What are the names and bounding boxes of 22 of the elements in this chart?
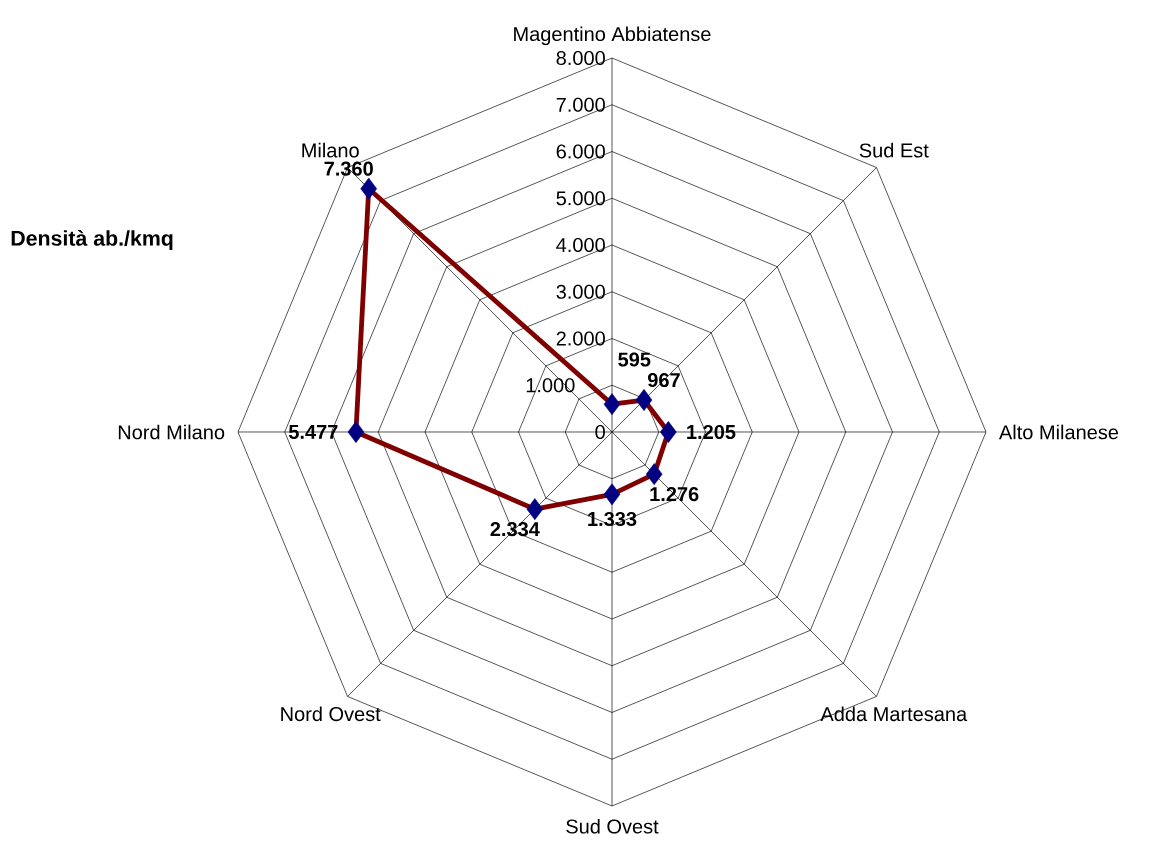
- y-tick-label: 2.000: [556, 331, 605, 346]
- data-label: 1.333: [588, 511, 637, 527]
- y-tick-label: 6.000: [556, 144, 605, 159]
- text: Densità ab./kmq: [11, 229, 173, 251]
- y-tick-label: 8.000: [556, 50, 605, 66]
- data-label: 5.477: [288, 425, 338, 439]
- spoke-label: Milano: [302, 142, 359, 158]
- y-tick-label: 5.000: [556, 191, 605, 206]
- y-tick-label: 0: [595, 424, 605, 440]
- data-label: 1.205: [687, 424, 736, 440]
- y-tick-label: 4.000: [556, 237, 605, 253]
- data-label: 595: [618, 352, 651, 367]
- spoke-label: Nord Ovest: [281, 706, 381, 722]
- spoke-label: Magentino Abbiatense: [514, 26, 711, 46]
- spoke-label: Alto Milanese: [998, 424, 1119, 440]
- spoke-label: Sud Est: [859, 142, 929, 158]
- y-tick-label: 3.000: [556, 284, 605, 299]
- y-tick-label: 7.000: [556, 97, 605, 112]
- spoke-label: Nord Milano: [118, 424, 225, 440]
- data-label: 7.360: [324, 161, 373, 176]
- spoke-label: Sud Ovest: [566, 818, 659, 834]
- spoke-label: Adda Martesana: [820, 706, 968, 722]
